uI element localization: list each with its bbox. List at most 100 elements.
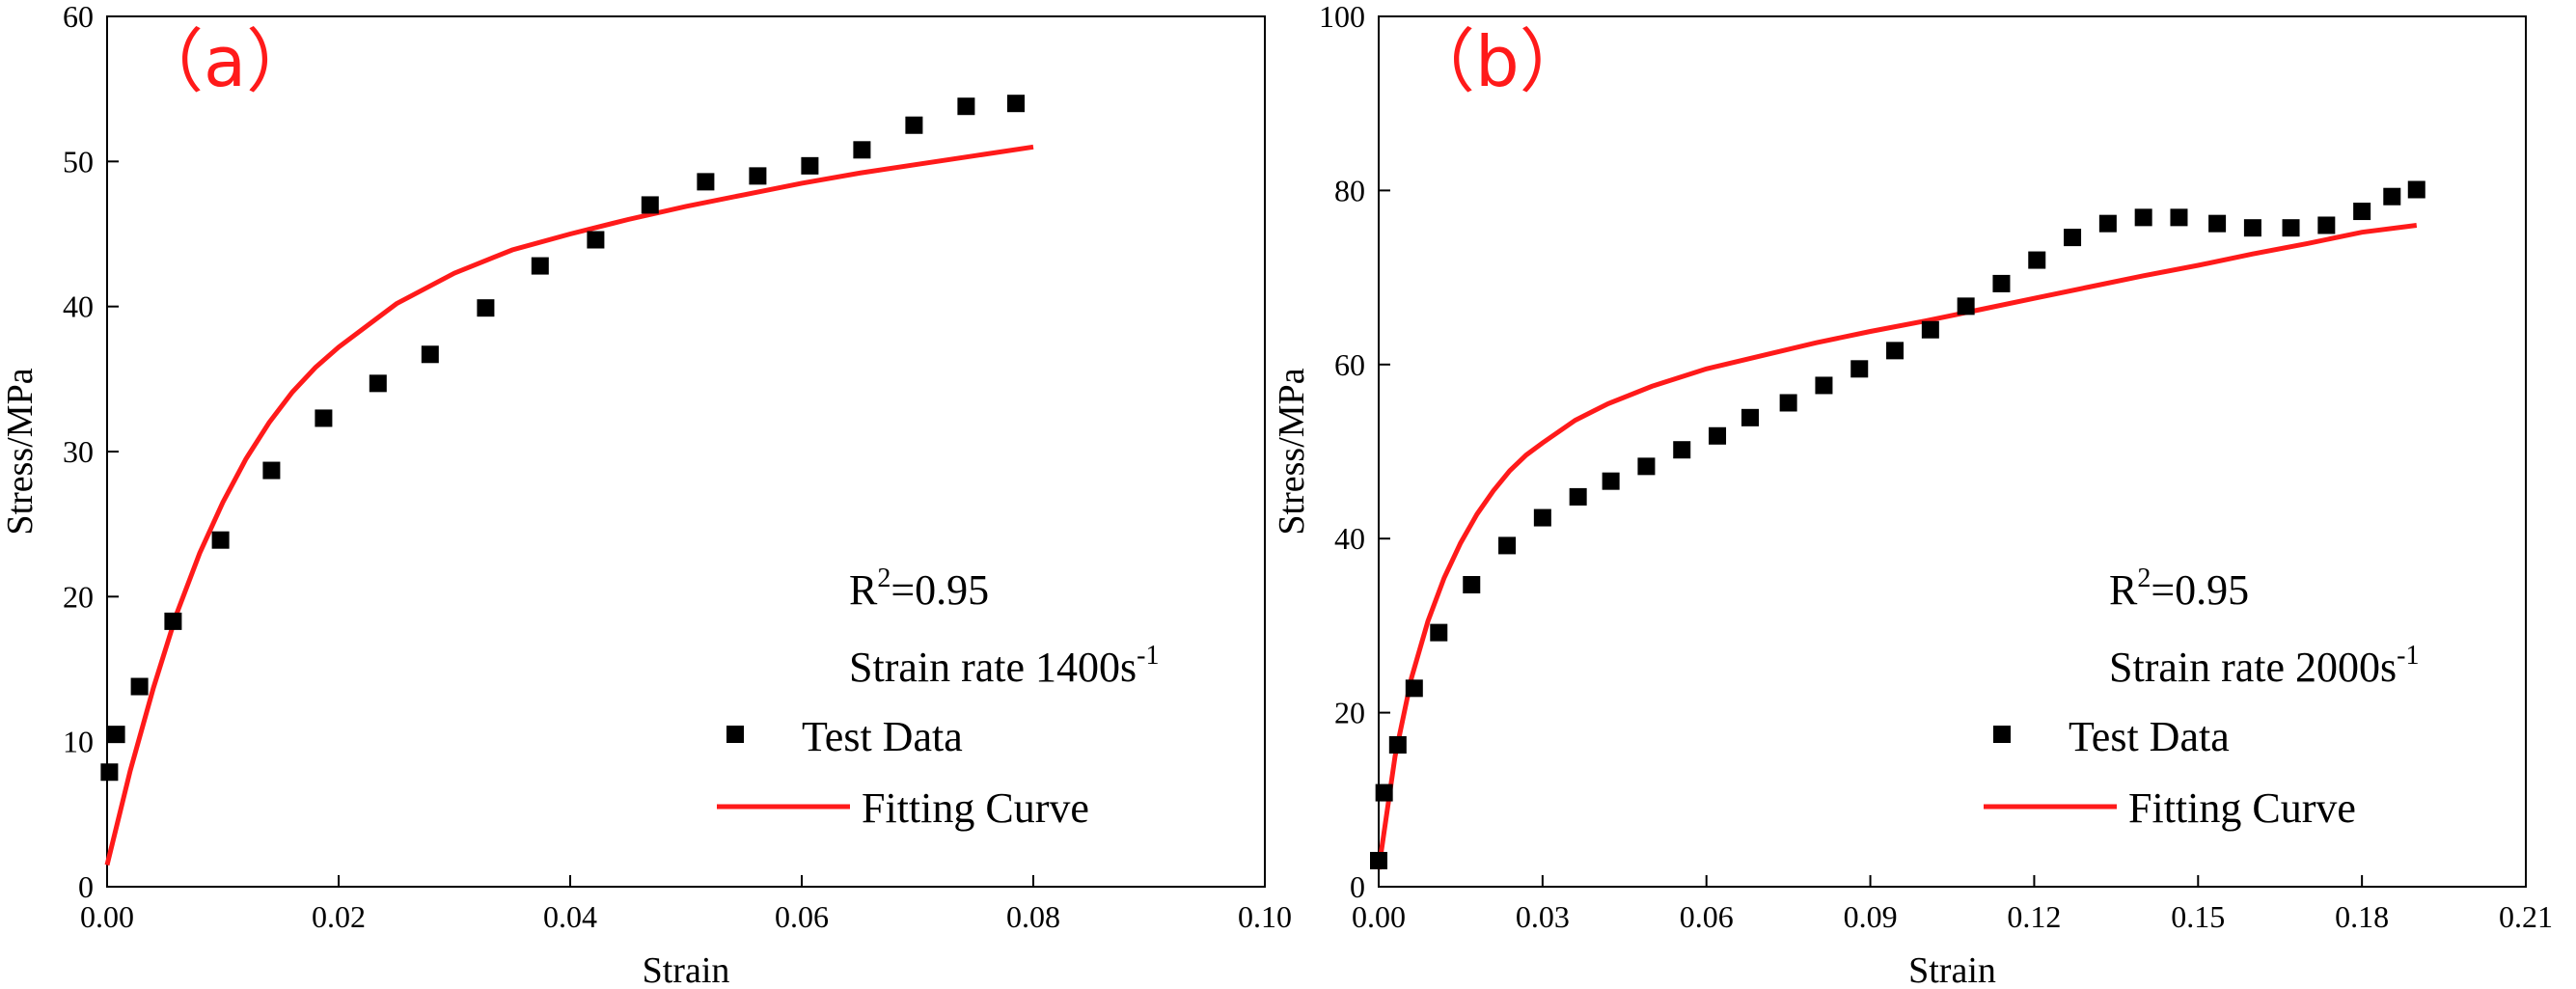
y-tick-label-b: 0 [1350, 869, 1365, 904]
test-data-point-b [1463, 576, 1481, 594]
test-data-point-a [1007, 95, 1025, 113]
test-data-point-a [107, 726, 125, 744]
test-data-point-b [1992, 274, 2011, 292]
test-data-point-a [641, 196, 659, 214]
legend-label-fitting-curve-a: Fitting Curve [862, 784, 1089, 832]
y-tick-label-a: 60 [63, 0, 94, 34]
test-data-point-a [853, 141, 871, 159]
x-axis-title-b: Strain [1908, 950, 1996, 989]
panel-label-a: （a） [134, 21, 315, 102]
y-tick-label-a: 10 [63, 725, 94, 759]
panel-label-b: （b） [1406, 21, 1589, 102]
test-data-point-a [477, 299, 495, 317]
x-tick-label-b: 0.12 [2007, 899, 2061, 934]
y-tick-label-b: 20 [1334, 696, 1365, 730]
test-data-point-a [957, 97, 975, 116]
test-data-point-a [905, 116, 923, 134]
test-data-point-b [1815, 376, 1833, 395]
test-data-point-a [369, 374, 387, 393]
y-tick-label-b: 80 [1334, 173, 1365, 207]
y-tick-label-b: 60 [1334, 347, 1365, 382]
test-data-point-b [1370, 851, 1387, 869]
x-tick-label-b: 0.06 [1680, 899, 1734, 934]
test-data-point-a [531, 257, 549, 275]
test-data-point-a [587, 231, 605, 249]
test-data-point-a [749, 167, 767, 185]
y-tick-label-b: 100 [1319, 0, 1365, 34]
y-tick-label-b: 40 [1334, 521, 1365, 556]
legend-label-test-data-a: Test Data [802, 713, 963, 760]
test-data-point-b [1886, 342, 1905, 360]
test-data-point-b [1779, 394, 1797, 412]
plot-frame-a [106, 15, 1266, 888]
x-tick-label-a: 0.06 [775, 899, 829, 934]
test-data-point-b [1850, 360, 1869, 378]
test-data-point-a [164, 612, 182, 630]
test-data-point-a [262, 461, 281, 480]
x-tick-label-b: 0.18 [2335, 899, 2389, 934]
test-data-point-b [1741, 408, 1760, 426]
test-data-point-b [1921, 320, 1939, 339]
test-data-point-b [2134, 208, 2152, 227]
test-data-point-a [211, 531, 230, 549]
test-data-point-b [2028, 251, 2046, 269]
r-squared-annotation-a: R2=0.95 [849, 563, 989, 614]
x-tick-label-b: 0.09 [1844, 899, 1898, 934]
panel-b: 0.00 0.03 0.06 0.09 0.12 0.15 0.18 0.21 0 20 40 60 8… [1272, 0, 2553, 989]
test-data-point-b [2064, 229, 2082, 247]
legend-label-fitting-curve-b: Fitting Curve [2128, 784, 2356, 832]
test-data-point-a [801, 156, 819, 175]
test-data-point-b [1673, 441, 1691, 459]
legend-label-test-data-b: Test Data [2069, 713, 2230, 760]
test-data-point-b [2317, 216, 2336, 234]
test-data-point-b [2243, 219, 2261, 237]
test-data-point-b [1405, 679, 1423, 698]
legend-scatter-marker-a [726, 726, 744, 743]
fitting-curve-line-a [104, 144, 1034, 866]
test-data-point-b [2407, 180, 2425, 199]
x-tick-label-a: 0.00 [80, 899, 134, 934]
y-tick-label-a: 50 [63, 144, 94, 179]
test-data-point-a [100, 763, 119, 782]
x-tick-label-a: 0.10 [1238, 899, 1292, 934]
x-tick-label-b: 0.03 [1516, 899, 1570, 934]
test-data-point-b [2208, 214, 2227, 233]
x-tick-label-b: 0.21 [2499, 899, 2553, 934]
test-data-point-b [1637, 457, 1656, 476]
x-axis-title-a: Strain [643, 950, 730, 989]
fitting-curve-line-b [1376, 223, 2418, 870]
y-tick-label-a: 20 [63, 579, 94, 614]
x-tick-label-a: 0.02 [312, 899, 366, 934]
test-data-point-a [315, 409, 333, 427]
y-tick-label-a: 0 [78, 869, 94, 904]
test-data-point-b [2170, 208, 2188, 227]
x-tick-label-a: 0.04 [543, 899, 597, 934]
test-data-point-b [2282, 219, 2300, 237]
y-axis-title-a: Stress/MPa [0, 368, 41, 535]
test-data-point-b [1498, 536, 1517, 555]
test-data-point-b [1430, 623, 1448, 642]
test-data-point-b [2098, 214, 2117, 233]
y-tick-label-a: 40 [63, 289, 94, 324]
test-data-point-b [1388, 735, 1407, 754]
panel-a: 0.00 0.02 0.04 0.06 0.08 0.10 0 10 20 30 40 50 60 （a… [0, 0, 1292, 989]
x-tick-label-a: 0.08 [1006, 899, 1060, 934]
test-data-point-b [1602, 472, 1620, 490]
x-tick-label-b: 0.00 [1352, 899, 1406, 934]
test-data-point-b [1957, 297, 1975, 316]
r-squared-annotation-b: R2=0.95 [2109, 563, 2249, 614]
y-tick-label-a: 30 [63, 434, 94, 469]
x-tick-label-b: 0.15 [2171, 899, 2225, 934]
y-axis-title-b: Stress/MPa [1272, 368, 1312, 535]
plot-frame-b [1378, 15, 2527, 888]
test-data-point-b [1533, 508, 1551, 527]
test-data-point-b [1375, 783, 1393, 802]
test-data-point-b [1709, 426, 1727, 445]
test-data-point-b [2383, 187, 2401, 206]
test-data-point-a [421, 345, 439, 364]
strain-rate-annotation-a: Strain rate 1400s-1 [849, 641, 1160, 691]
test-data-point-b [2353, 203, 2371, 221]
test-data-point-a [697, 173, 715, 191]
legend-scatter-marker-b [1993, 726, 2011, 743]
strain-rate-annotation-b: Strain rate 2000s-1 [2109, 641, 2420, 691]
